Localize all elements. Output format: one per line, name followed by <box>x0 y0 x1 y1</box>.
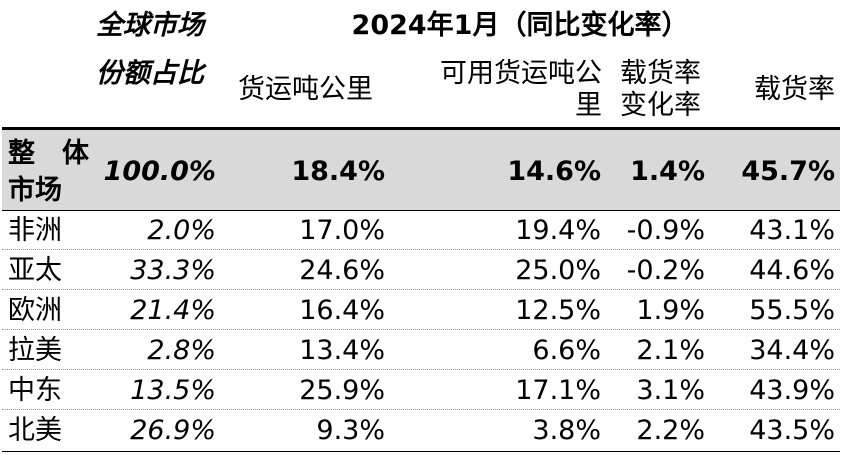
rtk-value: 24.6% <box>299 255 385 286</box>
header-col-lf: 载货率 <box>754 74 835 105</box>
header-col-ctk-line2: 里 <box>575 90 602 121</box>
total-lf: 45.7% <box>741 156 835 187</box>
row-divider <box>2 409 840 410</box>
region-label: 非洲 <box>8 215 62 246</box>
lf-change-value: -0.9% <box>626 215 705 246</box>
header-col-rtk: 货运吨公里 <box>238 74 373 105</box>
rtk-value: 17.0% <box>299 215 385 246</box>
share-value: 2.0% <box>147 215 216 246</box>
header-col-ctk-line1: 可用货运吨公 <box>440 58 602 89</box>
share-value: 33.3% <box>130 255 216 286</box>
header-period: 2024年1月（同比变化率） <box>351 10 689 41</box>
ctk-value: 12.5% <box>515 295 601 326</box>
bottom-rule <box>2 451 840 452</box>
total-lf-change: 1.4% <box>630 156 705 187</box>
total-bottom-rule <box>2 210 840 211</box>
rtk-value: 16.4% <box>299 295 385 326</box>
row-divider <box>2 289 840 290</box>
region-label: 中东 <box>8 375 62 406</box>
region-label: 拉美 <box>8 335 62 366</box>
header-col-lfchg-line1: 载货率 <box>620 58 701 89</box>
lf-value: 55.5% <box>749 295 835 326</box>
lf-value: 43.5% <box>749 415 835 446</box>
ctk-value: 6.6% <box>532 335 601 366</box>
region-label: 欧洲 <box>8 295 62 326</box>
share-value: 13.5% <box>130 375 216 406</box>
rtk-value: 13.4% <box>299 335 385 366</box>
total-share: 100.0% <box>103 156 216 187</box>
rtk-value: 25.9% <box>299 375 385 406</box>
share-value: 2.8% <box>147 335 216 366</box>
header-share-line2: 份额占比 <box>96 58 204 89</box>
lf-change-value: 3.1% <box>636 375 705 406</box>
lf-value: 34.4% <box>749 335 835 366</box>
rtk-value: 9.3% <box>316 415 385 446</box>
top-rule <box>2 127 840 130</box>
region-label: 北美 <box>8 415 62 446</box>
share-value: 21.4% <box>130 295 216 326</box>
lf-value: 43.9% <box>749 375 835 406</box>
total-label-line2: 市场 <box>8 175 62 206</box>
lf-value: 44.6% <box>749 255 835 286</box>
total-rtk: 18.4% <box>291 156 385 187</box>
lf-change-value: 1.9% <box>636 295 705 326</box>
total-row-background <box>2 130 840 210</box>
ctk-value: 17.1% <box>515 375 601 406</box>
ctk-value: 3.8% <box>532 415 601 446</box>
lf-change-value: -0.2% <box>626 255 705 286</box>
total-label-line1: 整 体 <box>8 138 89 169</box>
lf-value: 43.1% <box>749 215 835 246</box>
share-value: 26.9% <box>130 415 216 446</box>
row-divider <box>2 329 840 330</box>
lf-change-value: 2.2% <box>636 415 705 446</box>
row-divider <box>2 249 840 250</box>
row-divider <box>2 369 840 370</box>
ctk-value: 19.4% <box>515 215 601 246</box>
header-col-lfchg-line2: 变化率 <box>620 90 701 121</box>
total-ctk: 14.6% <box>507 156 601 187</box>
region-label: 亚太 <box>8 255 62 286</box>
ctk-value: 25.0% <box>515 255 601 286</box>
lf-change-value: 2.1% <box>636 335 705 366</box>
header-share-line1: 全球市场 <box>96 10 204 41</box>
